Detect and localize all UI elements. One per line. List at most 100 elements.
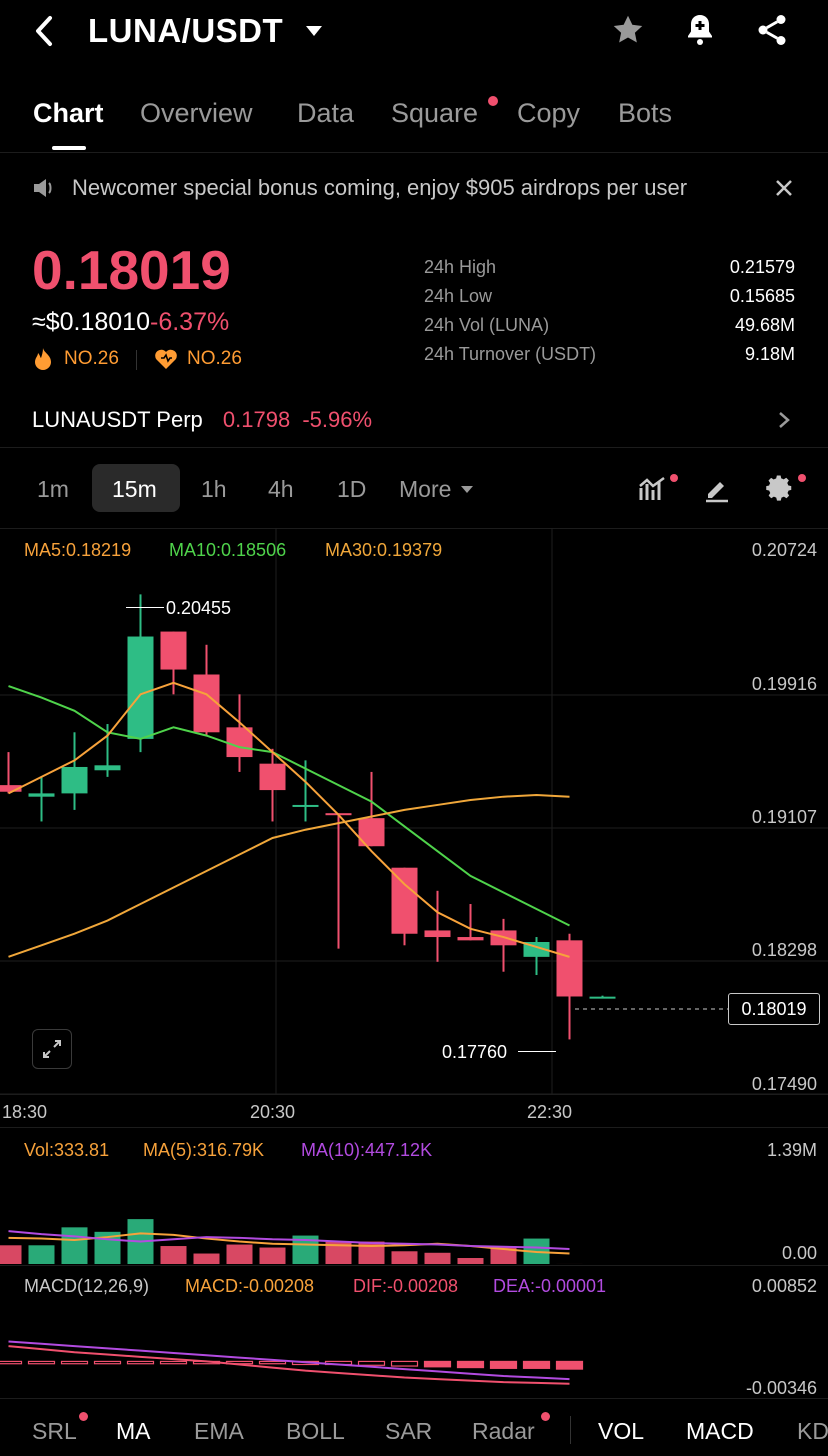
settings-gear-icon[interactable] — [765, 473, 795, 503]
interval-4h[interactable]: 4h — [268, 476, 294, 502]
vol-axis-bottom: 0.00 — [781, 1243, 817, 1263]
indicator-ema[interactable]: EMA — [194, 1418, 244, 1444]
expand-icon[interactable] — [32, 1029, 72, 1069]
price-axis-label: 0.19916 — [751, 674, 817, 694]
chevron-right-icon[interactable] — [776, 410, 792, 430]
back-icon[interactable] — [28, 14, 62, 48]
volume-bar — [358, 1241, 385, 1264]
indicator-vol[interactable]: VOL — [598, 1418, 645, 1444]
pair-title[interactable]: LUNA/USDT — [88, 12, 284, 49]
tab-data[interactable]: Data — [297, 98, 355, 128]
dif-value: DIF:-0.00208 — [353, 1276, 459, 1296]
notice-text[interactable]: Newcomer special bonus coming, enjoy $90… — [72, 175, 688, 200]
volume-bar — [28, 1245, 55, 1264]
star-icon[interactable] — [610, 12, 646, 48]
divider — [0, 528, 828, 529]
vol-ma5-legend: MA(5):316.79K — [143, 1140, 265, 1160]
indicator-kd[interactable]: KD — [797, 1418, 828, 1444]
macd-histogram-bar — [456, 1360, 485, 1369]
volume-bar — [226, 1244, 253, 1264]
chevron-down-icon[interactable] — [306, 26, 322, 36]
stat-value: 49.68M — [734, 315, 795, 335]
macd-histogram-bar — [357, 1360, 386, 1366]
macd-histogram-bar — [258, 1360, 287, 1365]
notification-dot — [541, 1412, 550, 1421]
indicator-ma[interactable]: MA — [116, 1418, 151, 1444]
candle-body — [589, 996, 616, 999]
perp-link[interactable]: LUNAUSDT Perp 0.1798 -5.96% — [32, 407, 372, 433]
alert-bell-icon[interactable] — [682, 12, 718, 48]
price-change: -6.37% — [150, 308, 230, 336]
macd-histogram-bar — [522, 1360, 551, 1369]
stat-value: 9.18M — [744, 344, 795, 364]
stat-label: 24h Vol (LUNA) — [424, 315, 550, 335]
high-annotation: 0.20455 — [166, 598, 232, 618]
time-label: 22:30 — [527, 1102, 573, 1122]
fav-rank: NO.26 — [187, 348, 242, 369]
interval-15m[interactable]: 15m — [112, 476, 157, 502]
candle-body — [0, 785, 22, 792]
indicator-radar[interactable]: Radar — [472, 1418, 535, 1444]
indicator-sar[interactable]: SAR — [385, 1418, 433, 1444]
ma5-legend: MA5:0.18219 — [24, 540, 132, 560]
macd-value: MACD:-0.00208 — [185, 1276, 315, 1296]
price-axis-label: 0.20724 — [751, 540, 817, 560]
top-bar: LUNA/USDT — [0, 0, 828, 64]
macd-params: MACD(12,26,9) — [24, 1276, 150, 1296]
perp-name: LUNAUSDT Perp — [32, 407, 203, 432]
volume-chart — [0, 1219, 583, 1264]
stat-label: 24h Turnover (USDT) — [424, 344, 597, 364]
interval-1m[interactable]: 1m — [37, 476, 69, 502]
volume-bar — [193, 1253, 220, 1264]
candle-body — [556, 940, 583, 997]
candle-body — [61, 766, 88, 794]
dea-line — [8, 1340, 570, 1381]
tab-bots[interactable]: Bots — [618, 98, 673, 128]
close-icon[interactable] — [772, 176, 796, 200]
divider — [0, 1094, 828, 1095]
volume-bar — [259, 1247, 286, 1264]
indicator-icon[interactable] — [638, 474, 668, 504]
notification-dot — [79, 1412, 88, 1421]
stat-label: 24h High — [424, 257, 497, 277]
share-icon[interactable] — [754, 12, 790, 48]
tab-square[interactable]: Square — [391, 98, 479, 128]
candle-body — [424, 930, 451, 938]
volume-bar — [424, 1252, 451, 1264]
last-price: 0.18019 — [32, 239, 231, 301]
volume-bar — [160, 1246, 187, 1264]
perp-price: 0.1798 — [222, 407, 291, 432]
low-annotation: 0.17760 — [442, 1042, 508, 1062]
notification-dot — [798, 474, 806, 482]
candle-body — [94, 765, 121, 771]
stat-label: 24h Low — [424, 286, 493, 306]
chevron-down-icon[interactable] — [461, 486, 473, 493]
indicator-macd[interactable]: MACD — [686, 1418, 754, 1444]
tab-overview[interactable]: Overview — [140, 98, 253, 128]
vol-legend: Vol:333.81 — [24, 1140, 110, 1160]
candle-body — [160, 631, 187, 670]
tab-copy[interactable]: Copy — [517, 98, 581, 128]
main-tabs: Chart Overview Data Square Copy Bots — [0, 86, 828, 153]
speaker-icon — [32, 176, 58, 200]
interval-more[interactable]: More — [399, 476, 452, 502]
macd-histogram-bar — [489, 1360, 518, 1369]
candlestick-chart[interactable] — [0, 528, 828, 1128]
time-label: 18:30 — [2, 1102, 48, 1122]
macd-histogram-bar — [126, 1360, 155, 1365]
vol-ma10-line — [8, 1230, 570, 1251]
fire-icon — [32, 347, 54, 371]
indicator-boll[interactable]: BOLL — [286, 1418, 345, 1444]
macd-axis-bottom: -0.00346 — [745, 1378, 817, 1398]
heart-icon — [154, 348, 178, 370]
draw-pen-icon[interactable] — [702, 474, 732, 504]
interval-1d[interactable]: 1D — [337, 476, 367, 502]
indicator-srl[interactable]: SRL — [32, 1418, 77, 1444]
divider — [570, 1416, 571, 1444]
interval-1h[interactable]: 1h — [201, 476, 227, 502]
vol-ma5-line — [8, 1232, 570, 1255]
volume-bar — [391, 1251, 418, 1264]
tab-chart[interactable]: Chart — [33, 98, 104, 128]
macd-histogram-bar — [27, 1360, 56, 1365]
macd-chart — [0, 1340, 584, 1385]
